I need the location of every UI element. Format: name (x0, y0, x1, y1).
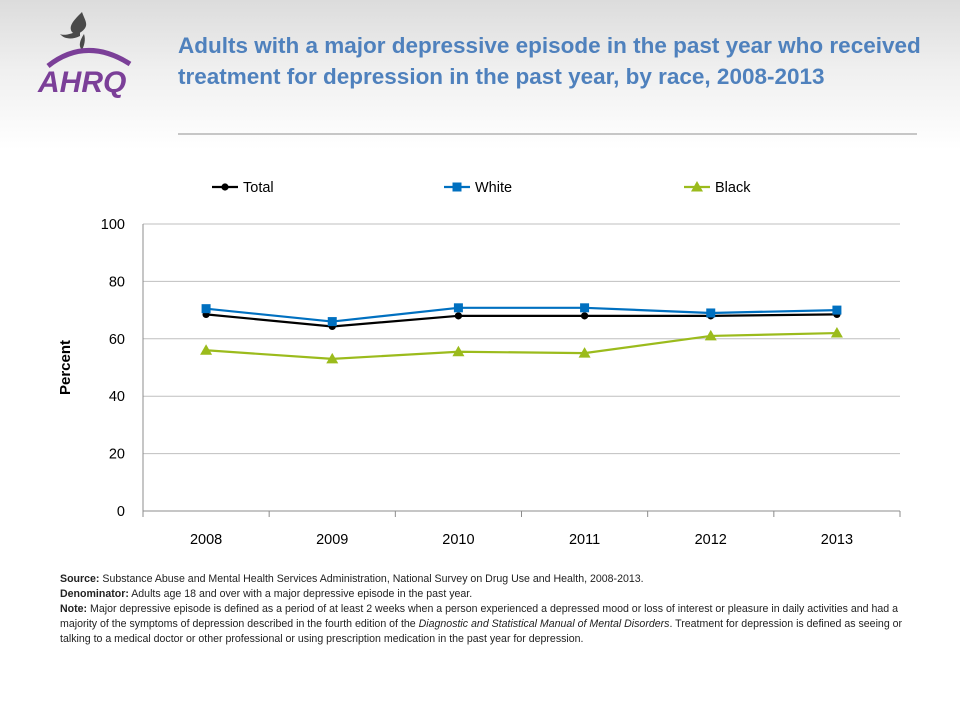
data-point-total (454, 312, 463, 320)
data-point-black (200, 344, 213, 355)
data-point-white (832, 305, 842, 315)
legend-marker-white (452, 182, 462, 192)
source-label: Source: (60, 573, 100, 585)
data-point-total (580, 312, 589, 320)
y-tick-label: 0 (117, 504, 125, 520)
source-text: Substance Abuse and Mental Health Servic… (99, 573, 644, 585)
y-axis-label: Percent (57, 340, 74, 395)
data-point-white (580, 303, 590, 313)
x-tick-label: 2011 (569, 532, 600, 548)
title-divider (178, 133, 917, 135)
line-chart: 0 20 40 60 80 100 2008 2009 2010 2011 2012 2013 Perc… (57, 180, 901, 548)
y-tick-label: 80 (109, 274, 125, 290)
note-text-1: Major depressive episode is defined as a… (60, 603, 898, 630)
note-italic: Diagnostic and Statistical Manual of Men… (418, 618, 670, 630)
source-note: Source: Substance Abuse and Mental Healt… (60, 572, 910, 587)
data-point-white (327, 317, 337, 327)
legend-label-white: White (475, 180, 512, 196)
note-label: Note: (60, 603, 88, 615)
logo-text: AHRQ (37, 66, 126, 98)
legend-marker-total (221, 183, 229, 191)
logo-arc (46, 48, 132, 68)
ahrq-logo: AHRQ (37, 12, 132, 98)
series-line-total (205, 313, 837, 328)
y-tick-label: 20 (109, 447, 125, 463)
hhs-emblem-icon (60, 12, 87, 50)
x-tick-label: 2012 (695, 532, 727, 548)
series-line-white (205, 306, 837, 323)
page-title: Adults with a major depressive episode i… (178, 33, 921, 89)
data-point-white (201, 304, 211, 314)
series-line-black (206, 331, 837, 360)
legend-marker-black (691, 181, 703, 192)
footnotes: Source: Substance Abuse and Mental Healt… (60, 572, 910, 647)
x-tick-label: 2010 (442, 532, 474, 548)
y-tick-label: 60 (109, 332, 125, 348)
data-point-black (578, 347, 591, 358)
definition-note: Note: Major depressive episode is define… (60, 602, 910, 647)
y-tick-label: 40 (109, 389, 125, 405)
data-point-white (453, 303, 463, 313)
denominator-note: Denominator: Adults age 18 and over with… (60, 587, 910, 602)
data-point-white (706, 308, 716, 318)
data-point-black (326, 352, 339, 364)
x-tick-label: 2009 (316, 532, 348, 548)
note-text-2: . Treatment for depression is defined as… (60, 618, 903, 645)
denominator-text: Adults age 18 and over with a major depr… (128, 588, 473, 600)
data-point-black (704, 329, 717, 341)
header-background (0, 0, 960, 150)
denominator-label: Denominator: (60, 588, 129, 600)
legend-label-total: Total (243, 180, 274, 196)
data-point-black (452, 345, 465, 357)
x-tick-label: 2008 (190, 532, 222, 548)
x-tick-label: 2013 (821, 532, 853, 548)
y-tick-label: 100 (101, 217, 125, 233)
legend-label-black: Black (715, 180, 751, 196)
data-point-black (830, 327, 843, 338)
